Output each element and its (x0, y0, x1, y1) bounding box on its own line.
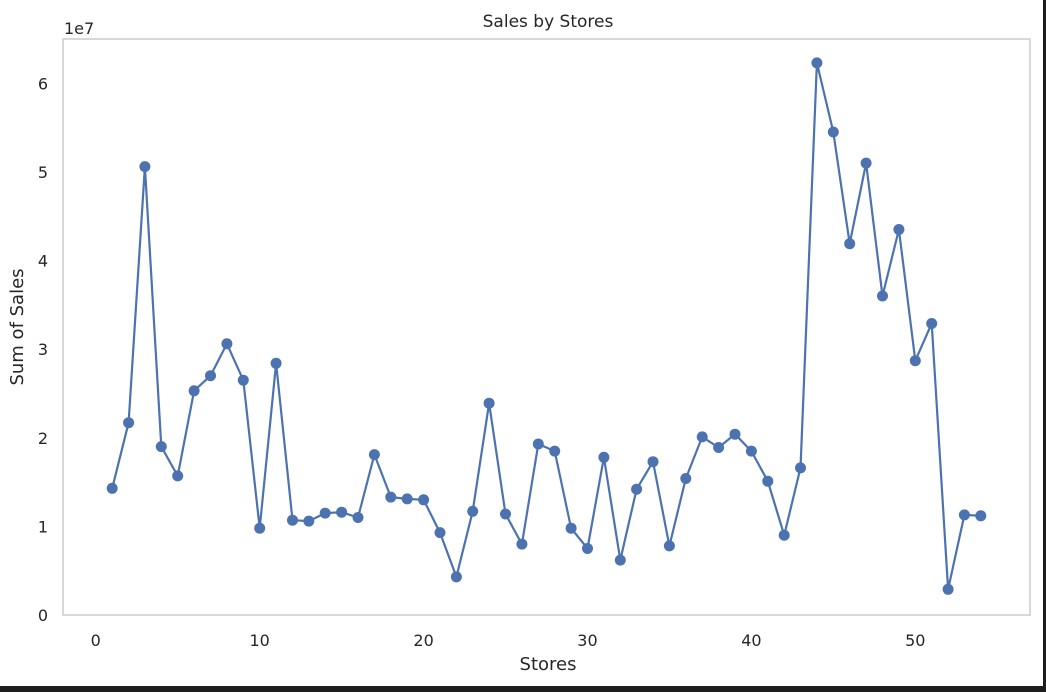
x-tick-label: 10 (249, 631, 269, 650)
data-point (926, 318, 938, 329)
data-point (696, 431, 708, 443)
data-point (582, 543, 593, 554)
data-point (172, 470, 184, 482)
data-point (434, 527, 446, 539)
data-point (155, 441, 167, 453)
data-point (319, 507, 331, 519)
y-offset-label: 1e7 (64, 19, 94, 38)
data-point (631, 483, 643, 495)
y-tick-label: 5 (38, 163, 48, 182)
data-point (188, 385, 200, 397)
y-axis-label: Sum of Sales (7, 268, 28, 385)
y-tick-label: 2 (38, 429, 48, 448)
data-point (680, 473, 692, 484)
data-point (139, 161, 151, 173)
series-layer (106, 57, 987, 595)
series-line (111, 61, 981, 591)
data-point (647, 456, 659, 468)
chart-title: Sales by Stores (483, 12, 614, 32)
x-axis-label: Stores (520, 654, 577, 675)
data-point (287, 514, 298, 526)
y-tick-label: 4 (38, 252, 48, 271)
data-point (811, 57, 823, 69)
data-point (483, 397, 495, 409)
data-point (975, 510, 987, 522)
data-point (713, 442, 725, 453)
y-tick-label: 6 (38, 74, 48, 93)
data-point (221, 338, 233, 350)
data-point (877, 290, 888, 302)
data-point (958, 509, 970, 521)
data-point (106, 482, 118, 494)
data-point (614, 554, 626, 566)
data-point (860, 157, 872, 169)
data-point (467, 505, 479, 517)
data-point (598, 451, 610, 463)
x-tick-label: 20 (413, 631, 433, 650)
data-point (270, 357, 282, 369)
data-point (909, 355, 921, 367)
y-tick-label: 1 (38, 517, 48, 536)
data-point (549, 445, 561, 457)
data-point (450, 571, 462, 583)
data-point (663, 540, 675, 552)
x-tick-label: 50 (905, 631, 925, 650)
data-point (844, 238, 856, 250)
data-point (893, 224, 905, 235)
data-point (762, 475, 774, 487)
data-point (385, 491, 397, 503)
data-point (303, 515, 315, 527)
data-point (368, 449, 380, 461)
data-point (516, 538, 528, 550)
data-point (401, 493, 413, 505)
plot-area (62, 38, 1031, 616)
x-tick-label: 30 (577, 631, 597, 650)
data-point (778, 529, 790, 541)
data-point (205, 370, 216, 382)
data-point (729, 428, 741, 440)
data-point (565, 522, 577, 534)
data-point (352, 512, 364, 523)
y-axis: 0 1 2 3 4 5 6 (38, 74, 48, 625)
x-tick-label: 0 (91, 631, 101, 650)
data-point (942, 583, 954, 595)
data-point (795, 462, 806, 474)
data-point (827, 126, 839, 138)
x-tick-label: 40 (741, 631, 761, 650)
data-point (500, 508, 511, 520)
data-point (418, 494, 430, 506)
data-point (254, 522, 266, 534)
data-point (123, 417, 135, 429)
y-tick-label: 3 (38, 340, 48, 359)
data-point (532, 438, 544, 450)
data-point (745, 445, 757, 457)
x-axis: 0 10 20 30 40 50 (91, 631, 926, 650)
data-point (237, 374, 249, 386)
data-point (336, 506, 348, 518)
y-tick-label: 0 (38, 606, 48, 625)
